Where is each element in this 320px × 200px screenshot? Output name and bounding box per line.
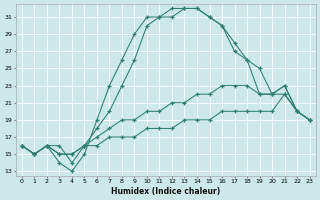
- X-axis label: Humidex (Indice chaleur): Humidex (Indice chaleur): [111, 187, 220, 196]
